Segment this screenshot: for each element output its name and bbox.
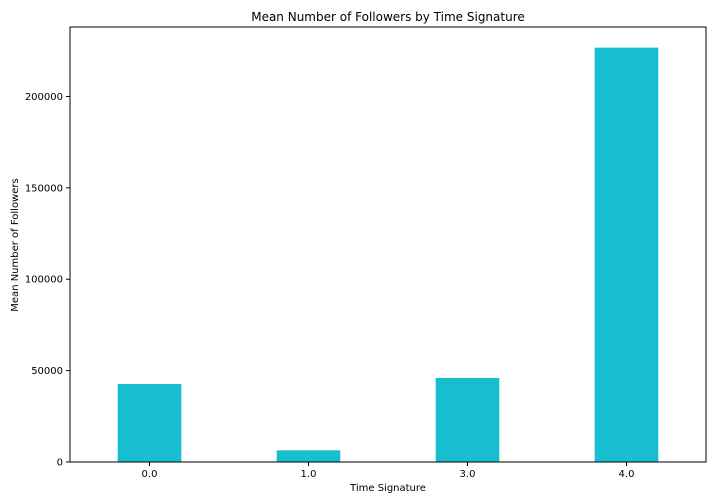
bars-group [117, 47, 659, 463]
bar-4.0 [594, 47, 659, 463]
x-tick-label: 4.0 [619, 469, 635, 480]
y-tick-label: 150000 [25, 183, 63, 194]
x-tick-label: 3.0 [460, 469, 476, 480]
y-tick-label: 200000 [25, 92, 63, 103]
plot-frame [69, 26, 707, 463]
bar-3.0 [435, 377, 500, 462]
y-axis-ticks: 0 50000 100000 150000 200000 [25, 92, 70, 469]
bar-1.0 [276, 450, 341, 462]
x-axis-ticks: 0.0 1.0 3.0 4.0 [142, 462, 635, 480]
y-axis-label: Mean Number of Followers [10, 178, 21, 311]
bar-0.0 [117, 383, 182, 462]
x-tick-label: 1.0 [301, 469, 317, 480]
chart-title: Mean Number of Followers by Time Signatu… [251, 10, 525, 24]
x-tick-label: 0.0 [142, 469, 158, 480]
x-axis-label: Time Signature [349, 483, 426, 494]
y-tick-label: 0 [57, 458, 63, 469]
y-tick-label: 100000 [25, 275, 63, 286]
y-tick-label: 50000 [31, 366, 63, 377]
